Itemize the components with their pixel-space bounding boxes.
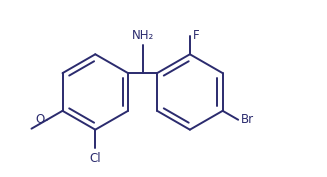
Text: F: F [193,29,199,42]
Text: O: O [36,113,45,126]
Text: Br: Br [241,113,254,126]
Text: Cl: Cl [90,152,101,164]
Text: NH₂: NH₂ [131,29,154,42]
